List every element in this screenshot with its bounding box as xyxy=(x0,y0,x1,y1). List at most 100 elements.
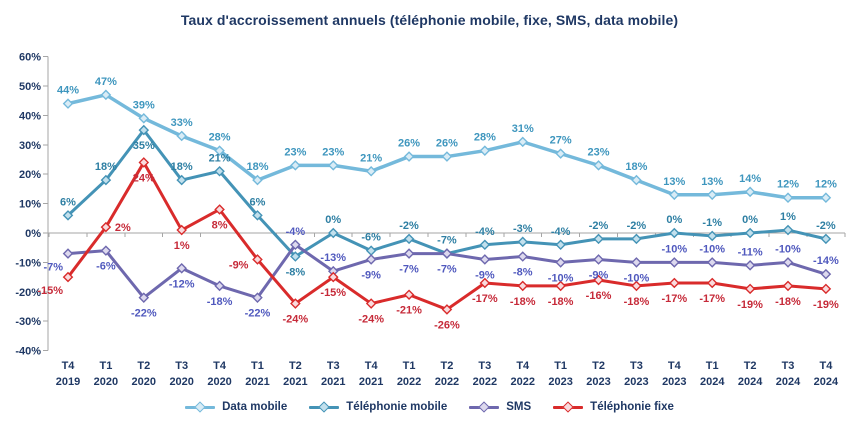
svg-text:-20%: -20% xyxy=(15,287,41,299)
svg-text:T3: T3 xyxy=(630,360,643,372)
svg-text:-7%: -7% xyxy=(437,264,457,276)
svg-text:28%: 28% xyxy=(209,132,231,144)
series-labels-sms: -7% -6% -22% -12% -18% -22% -4% -13% -9% -7% -7% -9… xyxy=(43,226,839,320)
svg-text:2021: 2021 xyxy=(283,376,307,388)
svg-text:2024: 2024 xyxy=(738,376,763,388)
svg-text:2020: 2020 xyxy=(94,376,118,388)
svg-text:T1: T1 xyxy=(251,360,264,372)
svg-text:-18%: -18% xyxy=(624,296,650,308)
svg-text:-9%: -9% xyxy=(229,259,249,271)
svg-text:-4%: -4% xyxy=(475,226,495,238)
legend-label-data-mobile: Data mobile xyxy=(222,401,288,413)
svg-text:-10%: -10% xyxy=(775,243,801,255)
svg-text:-22%: -22% xyxy=(131,308,157,320)
svg-text:0%: 0% xyxy=(25,228,41,240)
svg-text:-10%: -10% xyxy=(624,272,650,284)
legend-item-data-mobile: Data mobile xyxy=(185,401,287,413)
svg-text:-24%: -24% xyxy=(283,314,309,326)
svg-text:-19%: -19% xyxy=(813,299,839,311)
svg-text:27%: 27% xyxy=(550,135,572,147)
svg-text:13%: 13% xyxy=(663,176,685,188)
svg-text:-10%: -10% xyxy=(548,272,574,284)
svg-text:18%: 18% xyxy=(625,161,647,173)
legend-label-sms: SMS xyxy=(506,401,532,413)
series-data-mobile xyxy=(62,89,832,204)
svg-text:-18%: -18% xyxy=(548,296,574,308)
svg-text:-22%: -22% xyxy=(245,308,271,320)
svg-text:-3%: -3% xyxy=(513,223,533,235)
legend-marker-telephonie-mobile-icon xyxy=(309,401,340,413)
svg-text:-14%: -14% xyxy=(813,255,839,267)
svg-text:20%: 20% xyxy=(19,169,41,181)
svg-text:30%: 30% xyxy=(19,140,41,152)
svg-text:2023: 2023 xyxy=(548,376,572,388)
svg-text:2022: 2022 xyxy=(397,376,421,388)
series-telephonie-fixe xyxy=(62,157,832,315)
svg-text:-17%: -17% xyxy=(699,293,725,305)
legend-marker-sms-icon xyxy=(469,401,500,413)
legend-label-telephonie-fixe: Téléphonie fixe xyxy=(590,401,674,413)
svg-text:-8%: -8% xyxy=(513,267,533,279)
svg-text:-4%: -4% xyxy=(286,226,306,238)
svg-text:-8%: -8% xyxy=(286,267,306,279)
svg-text:40%: 40% xyxy=(19,110,41,122)
svg-text:-7%: -7% xyxy=(43,262,63,274)
svg-text:T2: T2 xyxy=(441,360,454,372)
svg-text:2023: 2023 xyxy=(586,376,610,388)
svg-text:21%: 21% xyxy=(209,152,231,164)
series-sms xyxy=(62,239,832,303)
svg-text:T3: T3 xyxy=(175,360,188,372)
svg-text:-40%: -40% xyxy=(15,346,41,358)
svg-text:23%: 23% xyxy=(284,146,306,158)
legend-item-sms: SMS xyxy=(469,401,531,413)
svg-text:18%: 18% xyxy=(95,161,117,173)
svg-text:-26%: -26% xyxy=(434,319,460,331)
svg-text:2024: 2024 xyxy=(776,376,801,388)
svg-text:-10%: -10% xyxy=(661,243,687,255)
svg-text:-6%: -6% xyxy=(96,261,116,273)
svg-text:-24%: -24% xyxy=(358,314,384,326)
svg-text:-11%: -11% xyxy=(738,246,763,258)
svg-text:2020: 2020 xyxy=(132,376,156,388)
svg-text:0%: 0% xyxy=(666,214,682,226)
x-axis-labels: T4 2019 T1 2020 T2 2020 T3 2020 T4 2020 T1 2021 T2 20… xyxy=(56,360,839,388)
svg-text:2023: 2023 xyxy=(624,376,648,388)
svg-text:12%: 12% xyxy=(777,179,799,191)
svg-text:12%: 12% xyxy=(815,179,837,191)
svg-text:T2: T2 xyxy=(592,360,605,372)
svg-text:T3: T3 xyxy=(782,360,795,372)
svg-text:35%: 35% xyxy=(133,140,155,152)
svg-text:-16%: -16% xyxy=(586,290,612,302)
svg-text:T4: T4 xyxy=(62,360,76,372)
svg-text:47%: 47% xyxy=(95,76,117,88)
svg-text:2019: 2019 xyxy=(56,376,80,388)
series-labels-telephonie-fixe: -15% 2% 24% 1% 8% -9% -24% -15% -24% -21% -26% -17%… xyxy=(37,172,839,331)
svg-text:T3: T3 xyxy=(478,360,491,372)
svg-text:28%: 28% xyxy=(474,132,496,144)
svg-text:-13%: -13% xyxy=(320,252,346,264)
svg-text:T1: T1 xyxy=(403,360,416,372)
svg-text:-7%: -7% xyxy=(399,264,419,276)
legend-marker-telephonie-fixe-icon xyxy=(553,401,584,413)
svg-text:2024: 2024 xyxy=(700,376,725,388)
svg-text:-18%: -18% xyxy=(775,296,801,308)
svg-text:-7%: -7% xyxy=(437,235,457,247)
legend-item-telephonie-mobile: Téléphonie mobile xyxy=(309,401,447,413)
svg-text:-30%: -30% xyxy=(15,316,41,328)
svg-text:2023: 2023 xyxy=(662,376,686,388)
svg-text:23%: 23% xyxy=(322,146,344,158)
svg-text:33%: 33% xyxy=(171,117,193,129)
svg-text:8%: 8% xyxy=(212,219,228,231)
svg-text:2022: 2022 xyxy=(473,376,497,388)
svg-text:-2%: -2% xyxy=(589,220,609,232)
svg-text:-2%: -2% xyxy=(399,220,419,232)
svg-text:T2: T2 xyxy=(744,360,757,372)
svg-text:2024: 2024 xyxy=(814,376,839,388)
chart-title: Taux d'accroissement annuels (téléphonie… xyxy=(180,12,679,28)
svg-text:T2: T2 xyxy=(289,360,302,372)
svg-text:39%: 39% xyxy=(133,99,155,111)
svg-text:14%: 14% xyxy=(739,173,761,185)
svg-text:50%: 50% xyxy=(19,81,41,93)
svg-text:23%: 23% xyxy=(588,146,610,158)
